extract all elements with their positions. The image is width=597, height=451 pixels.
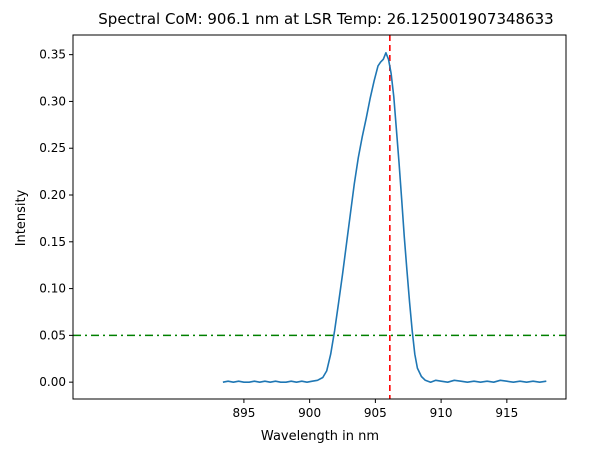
y-tick-label: 0.00 [39, 375, 66, 389]
x-axis-label: Wavelength in nm [261, 429, 379, 444]
y-tick-label: 0.05 [39, 328, 66, 342]
y-tick-label: 0.10 [39, 282, 66, 296]
y-tick-label: 0.15 [39, 235, 66, 249]
chart-title: Spectral CoM: 906.1 nm at LSR Temp: 26.1… [98, 10, 553, 28]
x-tick-label: 905 [364, 406, 387, 420]
y-tick-label: 0.25 [39, 141, 66, 155]
x-tick-label: 915 [495, 406, 518, 420]
x-tick-label: 910 [430, 406, 453, 420]
y-tick-label: 0.30 [39, 94, 66, 108]
x-tick-label: 895 [232, 406, 255, 420]
y-tick-label: 0.20 [39, 188, 66, 202]
y-tick-label: 0.35 [39, 48, 66, 62]
y-axis-label: Intensity [14, 189, 29, 246]
x-tick-label: 900 [298, 406, 321, 420]
